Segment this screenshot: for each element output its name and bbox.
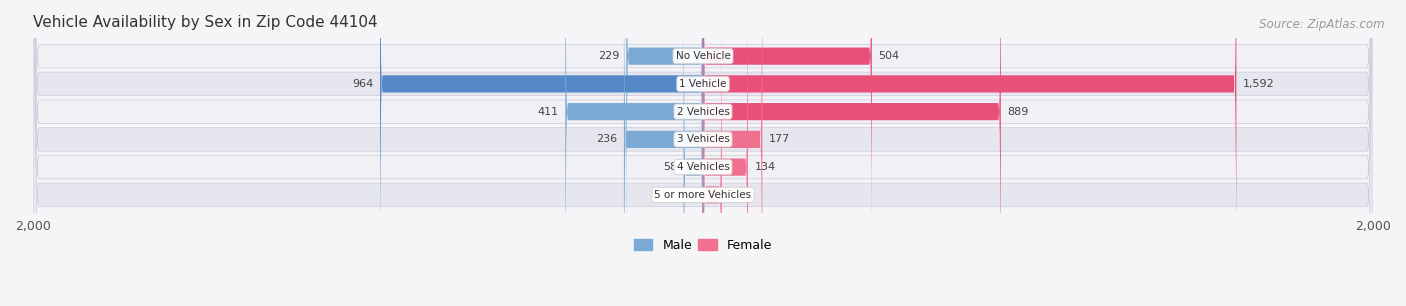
- FancyBboxPatch shape: [703, 0, 748, 306]
- Text: 1 Vehicle: 1 Vehicle: [679, 79, 727, 89]
- Text: 504: 504: [879, 51, 900, 61]
- FancyBboxPatch shape: [32, 0, 1374, 306]
- Text: 964: 964: [352, 79, 374, 89]
- FancyBboxPatch shape: [703, 0, 1001, 306]
- FancyBboxPatch shape: [32, 0, 1374, 306]
- Text: Source: ZipAtlas.com: Source: ZipAtlas.com: [1260, 18, 1385, 31]
- Text: 0: 0: [689, 190, 696, 200]
- Text: 177: 177: [769, 134, 790, 144]
- FancyBboxPatch shape: [380, 0, 703, 297]
- Legend: Male, Female: Male, Female: [630, 235, 776, 256]
- Text: 411: 411: [537, 106, 558, 117]
- FancyBboxPatch shape: [565, 0, 703, 306]
- Text: 229: 229: [598, 51, 620, 61]
- FancyBboxPatch shape: [683, 0, 703, 306]
- FancyBboxPatch shape: [32, 0, 1374, 306]
- Text: 3 Vehicles: 3 Vehicles: [676, 134, 730, 144]
- Text: 56: 56: [728, 190, 742, 200]
- FancyBboxPatch shape: [32, 0, 1374, 306]
- Text: 889: 889: [1008, 106, 1029, 117]
- Text: 5 or more Vehicles: 5 or more Vehicles: [654, 190, 752, 200]
- FancyBboxPatch shape: [703, 0, 762, 306]
- FancyBboxPatch shape: [703, 0, 872, 270]
- Text: 236: 236: [596, 134, 617, 144]
- Text: 1,592: 1,592: [1243, 79, 1275, 89]
- FancyBboxPatch shape: [626, 0, 703, 270]
- FancyBboxPatch shape: [703, 0, 721, 306]
- Text: Vehicle Availability by Sex in Zip Code 44104: Vehicle Availability by Sex in Zip Code …: [32, 15, 378, 30]
- FancyBboxPatch shape: [32, 0, 1374, 306]
- Text: 58: 58: [662, 162, 676, 172]
- Text: 134: 134: [755, 162, 776, 172]
- Text: No Vehicle: No Vehicle: [675, 51, 731, 61]
- FancyBboxPatch shape: [624, 0, 703, 306]
- Text: 4 Vehicles: 4 Vehicles: [676, 162, 730, 172]
- FancyBboxPatch shape: [703, 0, 1236, 297]
- FancyBboxPatch shape: [32, 0, 1374, 306]
- Text: 2 Vehicles: 2 Vehicles: [676, 106, 730, 117]
